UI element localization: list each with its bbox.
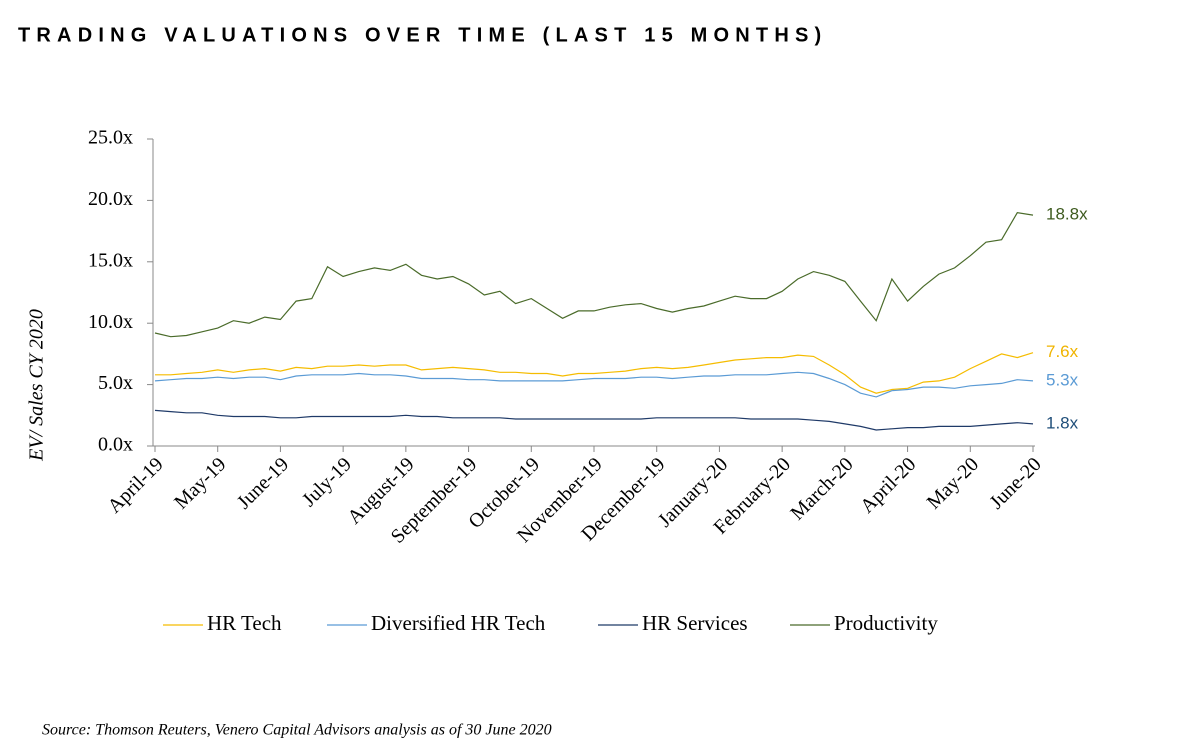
x-tick-label: July-19 (298, 453, 356, 511)
end-label: 7.6x (1046, 342, 1079, 361)
series-line (154, 371, 1034, 398)
series-line (154, 409, 1034, 431)
y-tick-label: 5.0x (98, 372, 133, 394)
x-tick-label: May-19 (170, 453, 230, 513)
legend-label: Productivity (834, 611, 938, 635)
x-tick-label: April-19 (104, 453, 168, 517)
x-tick-label: June-20 (985, 453, 1045, 513)
end-label: 18.8x (1046, 205, 1088, 224)
end-label: 5.3x (1046, 370, 1079, 389)
y-tick-label: 10.0x (88, 311, 133, 333)
y-tick-label: 0.0x (98, 434, 133, 456)
legend-label: HR Tech (207, 611, 282, 635)
x-tick-label: May-20 (923, 453, 983, 513)
end-label: 1.8x (1046, 413, 1079, 432)
legend-label: Diversified HR Tech (371, 611, 546, 635)
source-note: Source: Thomson Reuters, Venero Capital … (42, 722, 552, 739)
y-tick-label: 25.0x (88, 127, 133, 149)
legend-label: HR Services (642, 611, 748, 635)
x-tick-label: April-20 (856, 453, 920, 517)
series-line (155, 352, 1034, 394)
chart-title: TRADING VALUATIONS OVER TIME (LAST 15 MO… (18, 24, 827, 46)
x-tick-label: March-20 (786, 453, 857, 524)
x-tick-label: June-19 (233, 453, 293, 513)
y-axis-label: EV/ Sales CY 2020 (26, 309, 48, 462)
y-tick-label: 15.0x (88, 249, 133, 271)
y-tick-label: 20.0x (88, 188, 133, 210)
series-line (154, 212, 1034, 338)
